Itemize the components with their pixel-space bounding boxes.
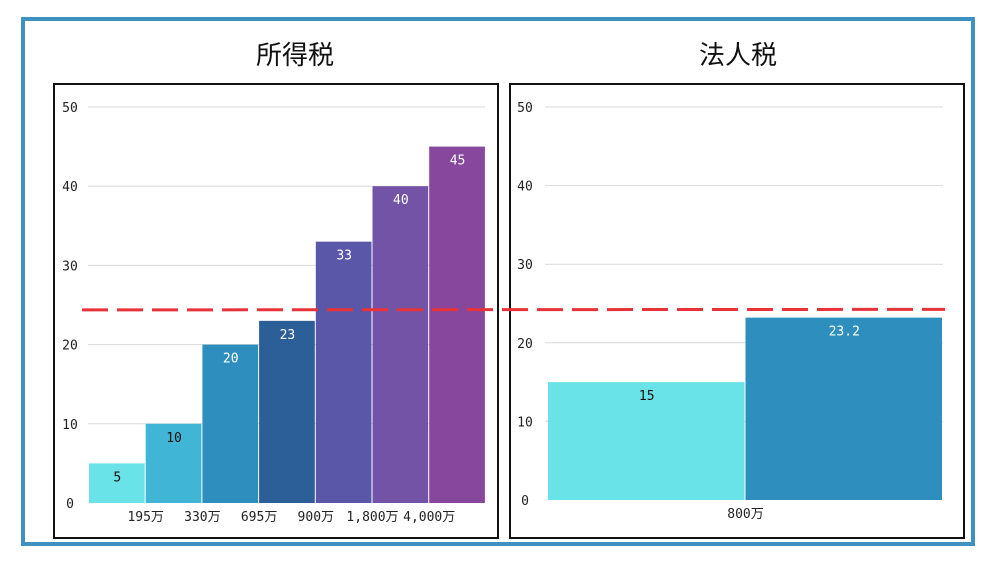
- data-label: 15: [639, 389, 655, 404]
- plot-income-tax: 0 10 20 30 40 50 5 10 20 23 33 40 45 195万 330万 695万 900万…: [62, 101, 485, 525]
- bar: [259, 320, 315, 503]
- bar: [745, 317, 942, 500]
- chart-frame: [21, 17, 975, 546]
- bar: [315, 241, 372, 503]
- x-boundary-label: 1,800万: [346, 510, 398, 525]
- data-label: 33: [336, 249, 352, 264]
- y-tick-label: 30: [62, 259, 78, 274]
- x-boundary-label: 4,000万: [403, 510, 455, 525]
- y-tick-label: 40: [517, 180, 533, 195]
- x-boundary-label: 195万: [127, 510, 163, 525]
- data-label: 23: [280, 328, 296, 343]
- bar: [372, 186, 429, 503]
- y-tick-label: 20: [62, 339, 78, 354]
- y-tick-label: 10: [517, 415, 533, 430]
- y-tick-label: 50: [62, 101, 78, 116]
- plot-corporate-tax: 0 10 20 30 40 50 15 23.2 800万: [517, 101, 943, 522]
- y-tick-label: 0: [521, 494, 529, 509]
- data-label: 5: [113, 470, 121, 485]
- data-label: 23.2: [829, 325, 860, 340]
- bar: [145, 423, 202, 503]
- x-boundary-label: 800万: [727, 507, 763, 522]
- bar: [202, 344, 259, 503]
- bar: [429, 146, 485, 503]
- y-tick-label: 40: [62, 180, 78, 195]
- data-label: 10: [166, 431, 182, 446]
- x-boundary-label: 330万: [184, 510, 220, 525]
- bar: [548, 382, 745, 500]
- y-tick-label: 10: [62, 418, 78, 433]
- data-label: 45: [450, 154, 466, 169]
- chart-title-income-tax: 所得税: [256, 41, 334, 71]
- x-boundary-label: 695万: [241, 510, 277, 525]
- y-tick-label: 50: [517, 101, 533, 116]
- panel-income-tax: [53, 83, 499, 539]
- data-label: 20: [223, 352, 239, 367]
- data-label: 40: [393, 193, 409, 208]
- bar: [89, 463, 145, 503]
- y-tick-label: 20: [517, 337, 533, 352]
- chart-title-corporate-tax: 法人税: [699, 41, 777, 71]
- y-tick-label: 30: [517, 258, 533, 273]
- x-boundary-label: 900万: [298, 510, 334, 525]
- reference-line: [81, 307, 946, 312]
- y-tick-label: 0: [66, 497, 74, 512]
